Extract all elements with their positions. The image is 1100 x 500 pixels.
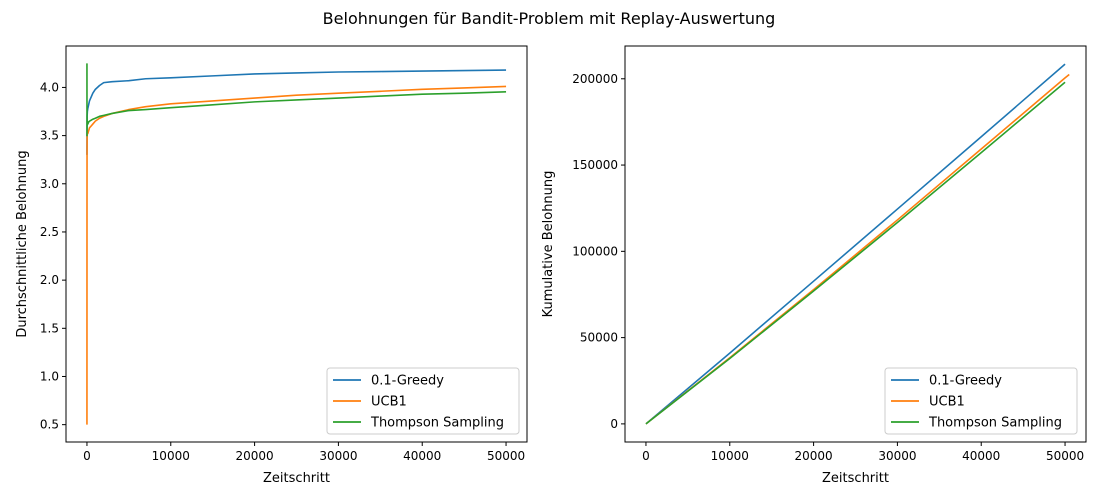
- legend: 0.1-Greedy UCB1 Thompson Sampling: [326, 367, 520, 435]
- y-tick-label: 150000: [572, 158, 618, 172]
- series-line-thompson-sampling: [86, 63, 507, 137]
- x-axis-label: Zeitschritt: [263, 471, 330, 486]
- y-tick-label: 3.5: [40, 129, 59, 143]
- series-lines: [86, 63, 507, 425]
- x-tick-label: 20000: [794, 449, 832, 463]
- series-lines: [645, 63, 1070, 425]
- y-tick-label: 2.0: [40, 273, 59, 287]
- legend-label: 0.1-Greedy: [929, 374, 1002, 389]
- series-line-0-1-greedy: [645, 63, 1066, 425]
- x-axis-label: Zeitschritt: [822, 471, 889, 486]
- figure-title: Belohnungen für Bandit-Problem mit Repla…: [323, 9, 776, 28]
- y-tick-label: 2.5: [40, 225, 59, 239]
- legend-box: [884, 367, 1078, 435]
- x-tick-label: 10000: [152, 449, 190, 463]
- y-tick-label: 100000: [572, 244, 618, 258]
- y-tick-label: 4.0: [40, 80, 59, 94]
- y-tick-label: 50000: [580, 331, 618, 345]
- legend-label: UCB1: [371, 395, 407, 410]
- y-axis-label: Durchschnittliche Belohnung: [15, 150, 30, 337]
- x-tick-label: 0: [83, 449, 91, 463]
- y-axis-label: Kumulative Belohnung: [541, 171, 556, 318]
- x-tick-label: 30000: [878, 449, 916, 463]
- legend-label: Thompson Sampling: [370, 416, 504, 431]
- x-tick-label: 20000: [235, 449, 273, 463]
- axes-frame: [624, 45, 1087, 443]
- y-tick-label: 1.5: [40, 321, 59, 335]
- axes-frame: [65, 45, 528, 443]
- y-tick-label: 3.0: [40, 177, 59, 191]
- y-tick-label: 1.0: [40, 369, 59, 383]
- x-tick-label: 10000: [711, 449, 749, 463]
- legend-label: UCB1: [929, 395, 965, 410]
- y-tick-label: 200000: [572, 72, 618, 86]
- x-tick-label: 40000: [962, 449, 1000, 463]
- panels: 0 10000 20000 30000 40000 50000 0.5 1.0 1.5 2.0 2.…: [15, 45, 1087, 486]
- series-line-0-1-greedy: [86, 69, 507, 155]
- x-tick-label: 40000: [403, 449, 441, 463]
- series-line-thompson-sampling: [645, 81, 1066, 425]
- x-tick-label: 50000: [1046, 449, 1084, 463]
- chart-panel-2: 0 10000 20000 30000 40000 50000 0 50000 100000 15…: [541, 45, 1087, 486]
- x-tick-label: 50000: [487, 449, 525, 463]
- x-tick-label: 0: [642, 449, 650, 463]
- x-tick-label: 30000: [319, 449, 357, 463]
- y-tick-label: 0.5: [40, 418, 59, 432]
- legend-label: 0.1-Greedy: [371, 374, 444, 389]
- legend: 0.1-Greedy UCB1 Thompson Sampling: [884, 367, 1078, 435]
- chart-panel-1: 0 10000 20000 30000 40000 50000 0.5 1.0 1.5 2.0 2.…: [15, 45, 528, 486]
- legend-box: [326, 367, 520, 435]
- y-tick-label: 0: [610, 417, 618, 431]
- legend-label: Thompson Sampling: [928, 416, 1062, 431]
